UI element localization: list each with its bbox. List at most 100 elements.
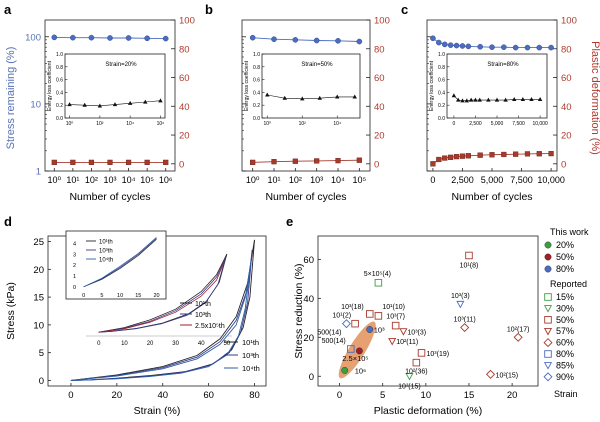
inset-y-tick-label: 0.0 xyxy=(438,116,445,122)
energy-loss-point xyxy=(265,92,270,97)
y-tick-label: 20 xyxy=(33,265,44,276)
inset2-x-tick-label: 20 xyxy=(147,341,154,347)
x-tick-label: 0 xyxy=(337,390,342,401)
panel-b: 10⁰ 10¹ 10² 10³ 10⁴ 10⁵ Number of cycles 0 20 40 6… xyxy=(241,16,390,203)
inset2-curve xyxy=(98,257,226,333)
plot-frame-e xyxy=(317,235,539,387)
legend-reported-label: 90% xyxy=(556,372,574,382)
energy-loss-point xyxy=(158,98,163,103)
stress-remaining-point xyxy=(249,34,256,41)
inset-y-tick-label: 1.0 xyxy=(56,52,63,58)
legend-this-work-label: 80% xyxy=(556,264,574,274)
energy-loss-point xyxy=(520,97,526,102)
x-tick-label: 7,500 xyxy=(510,175,533,185)
x-tick-label: 10⁶ xyxy=(159,175,173,185)
reported-point xyxy=(341,319,352,329)
legend-footer: Strain xyxy=(554,389,578,399)
left-tick-label: 100 xyxy=(25,32,41,43)
inset-y-axis-title: Energy loss coefficient xyxy=(429,60,435,111)
stress-remaining-point xyxy=(436,39,442,46)
inset-x-tick-label: 7,500 xyxy=(512,121,525,127)
x-tick-label: 10 xyxy=(421,390,432,401)
panel-c: 0 2,500 5,000 7,500 10,000 Number of cycles 0 2… xyxy=(426,16,577,203)
stress-remaining-point xyxy=(501,44,507,50)
stress-remaining-point xyxy=(162,35,169,42)
plastic-deformation-line xyxy=(252,159,360,163)
left-axis-title: Stress remaining (%) xyxy=(5,47,17,150)
right-tick-label: 0 xyxy=(561,159,566,170)
inset-x-tick-label: 15 xyxy=(135,293,141,299)
this-work-point xyxy=(366,326,374,333)
reported-point-label: 10³(7) xyxy=(386,314,405,321)
reported-point xyxy=(374,312,383,320)
legend-reported-marker xyxy=(543,338,553,348)
inset-y-tick-label: 0.6 xyxy=(438,78,445,84)
inset-y-tick-label: 0 xyxy=(73,285,76,291)
inset2-legend-label: 10³th xyxy=(195,312,211,319)
reported-point xyxy=(460,323,470,333)
reported-point xyxy=(347,345,355,353)
right-tick-label: 0 xyxy=(179,159,184,170)
y-tick-label: 60 xyxy=(303,255,314,266)
right-tick-label: 40 xyxy=(374,102,385,113)
energy-loss-point xyxy=(537,97,543,102)
x-tick-label: 20 xyxy=(507,390,518,401)
legend-reported-marker xyxy=(543,362,553,370)
x-tick-label: 10³ xyxy=(103,175,116,185)
reported-point-label: 10²(15) xyxy=(398,383,421,390)
right-tick-label: 100 xyxy=(374,16,390,27)
inset-y-tick-label: 0.0 xyxy=(56,116,63,122)
reported-point xyxy=(399,328,408,336)
panel-label-d: d xyxy=(4,214,12,229)
energy-loss-point xyxy=(112,102,118,107)
inset-annotation: Strain=50% xyxy=(301,62,333,68)
stress-remaining-point xyxy=(430,35,436,42)
left-tick-label: 1 xyxy=(36,167,41,178)
x-tick-label: 0 xyxy=(430,175,435,185)
x-tick-label: 10² xyxy=(289,175,302,185)
x-tick-label: 2,500 xyxy=(451,175,474,185)
this-work-point-label: 10⁶ xyxy=(355,366,366,375)
x-tick-label: 10⁰ xyxy=(47,175,61,185)
plastic-deformation-point xyxy=(88,159,95,165)
x-tick-label: 10³ xyxy=(310,175,323,185)
right-tick-label: 40 xyxy=(561,102,572,113)
cycle-loading-curve xyxy=(70,239,255,381)
plastic-deformation-point xyxy=(430,161,436,167)
inset2-x-tick-label: 10 xyxy=(121,341,128,347)
x-tick-label: 10⁵ xyxy=(352,175,366,185)
plastic-deformation-point xyxy=(513,151,519,157)
legend-reported-label: 80% xyxy=(556,349,574,359)
stress-remaining-point xyxy=(548,44,554,51)
legend-reported-marker xyxy=(543,305,553,313)
inset-y-tick-label: 0.4 xyxy=(56,90,63,96)
inset-y-tick-label: 0.6 xyxy=(253,78,260,84)
reported-point xyxy=(417,349,426,357)
inset-y-tick-label: 1.0 xyxy=(253,52,260,58)
inset-x-tick-label: 0 xyxy=(82,293,85,299)
right-tick-label: 40 xyxy=(179,102,190,113)
reported-point-label: 10²(17) xyxy=(507,326,530,333)
legend-label: 10⁴th xyxy=(242,364,260,373)
legend-label: 10¹th xyxy=(242,338,259,347)
this-work-point-label: 2.5×10⁵ xyxy=(342,354,368,363)
x-axis-title: Strain (%) xyxy=(134,405,181,417)
reported-point xyxy=(456,300,465,309)
right-tick-label: 0 xyxy=(374,159,379,170)
legend-reported-marker xyxy=(544,316,552,324)
legend-title-this-work: This work xyxy=(550,227,589,237)
reported-point-label: 10²(15) xyxy=(496,372,519,379)
panel-label-b: b xyxy=(205,2,213,17)
x-tick-label: 10⁵ xyxy=(140,175,154,185)
inset-frame xyxy=(65,230,167,300)
reported-point-label: 10¹(8) xyxy=(460,262,479,269)
reported-point-label: 500(14) xyxy=(322,338,346,345)
right-tick-label: 80 xyxy=(179,44,190,55)
stress-remaining-point xyxy=(271,36,277,43)
right-tick-label: 60 xyxy=(179,73,190,84)
plastic-deformation-point xyxy=(548,150,554,157)
inset-x-tick-label: 10,000 xyxy=(532,121,548,127)
inset-y-tick-label: 2 xyxy=(73,263,76,269)
stress-remaining-point xyxy=(453,42,460,49)
inset-y-tick-label: 0.8 xyxy=(56,65,63,71)
